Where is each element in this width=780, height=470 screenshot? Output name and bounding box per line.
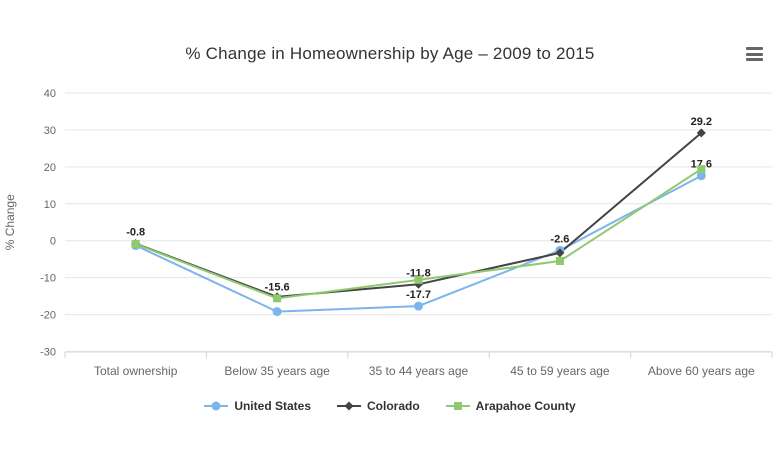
legend-item-colorado[interactable]: Colorado	[337, 399, 420, 413]
data-label: 17.6	[691, 159, 712, 171]
data-label: -17.7	[406, 289, 431, 301]
y-tick-label: -30	[40, 347, 56, 359]
square-legend-marker-icon	[445, 402, 470, 410]
data-point-arapahoe-county[interactable]	[697, 165, 706, 174]
diamond-legend-marker-icon	[337, 401, 361, 411]
legend-label: Arapahoe County	[475, 399, 576, 413]
data-label: -0.8	[126, 227, 145, 239]
legend-label: United States	[234, 399, 311, 413]
y-tick-label: 0	[50, 236, 56, 248]
data-label: -2.6	[550, 233, 569, 245]
data-point-united-states[interactable]	[272, 307, 282, 317]
hamburger-bar	[746, 52, 763, 56]
legend-item-united-states[interactable]: United States	[204, 399, 311, 413]
hamburger-bar	[746, 58, 763, 61]
x-category-label: Above 60 years age	[648, 364, 755, 378]
x-category-label: Below 35 years age	[224, 364, 330, 378]
data-point-united-states[interactable]	[696, 171, 706, 181]
x-category-label: 45 to 59 years age	[510, 364, 610, 378]
data-point-colorado[interactable]	[555, 248, 565, 258]
x-category-label: 35 to 44 years age	[369, 364, 469, 378]
data-point-arapahoe-county[interactable]	[131, 240, 140, 249]
y-tick-label: -20	[40, 310, 56, 322]
y-tick-label: -10	[40, 273, 56, 285]
data-point-arapahoe-county[interactable]	[555, 257, 564, 266]
legend-label: Colorado	[367, 399, 420, 413]
data-label: 29.2	[691, 116, 712, 128]
data-label: -15.6	[265, 281, 290, 293]
data-point-arapahoe-county[interactable]	[273, 294, 282, 303]
chart-legend: United States Colorado Arapahoe County	[0, 399, 780, 413]
y-axis-title: % Change	[3, 194, 17, 250]
data-point-united-states[interactable]	[414, 301, 423, 311]
y-tick-label: 10	[44, 199, 56, 211]
y-tick-label: 20	[44, 162, 56, 174]
x-category-label: Total ownership	[94, 364, 178, 378]
plot-area: 40 30 20 10 0 -10 -20 -30 % Change Total ownershi…	[3, 88, 773, 378]
hamburger-bar	[746, 47, 763, 50]
chart-title: % Change in Homeownership by Age – 2009 …	[185, 44, 595, 63]
data-point-arapahoe-county[interactable]	[414, 275, 423, 284]
circle-legend-marker-icon	[204, 401, 229, 411]
data-label: -11.8	[406, 267, 430, 279]
y-tick-label: 30	[44, 125, 56, 137]
data-point-colorado[interactable]	[696, 128, 706, 138]
y-tick-label: 40	[44, 88, 56, 100]
legend-item-arapahoe-county[interactable]: Arapahoe County	[445, 399, 576, 413]
hamburger-menu-icon[interactable]	[746, 47, 763, 61]
